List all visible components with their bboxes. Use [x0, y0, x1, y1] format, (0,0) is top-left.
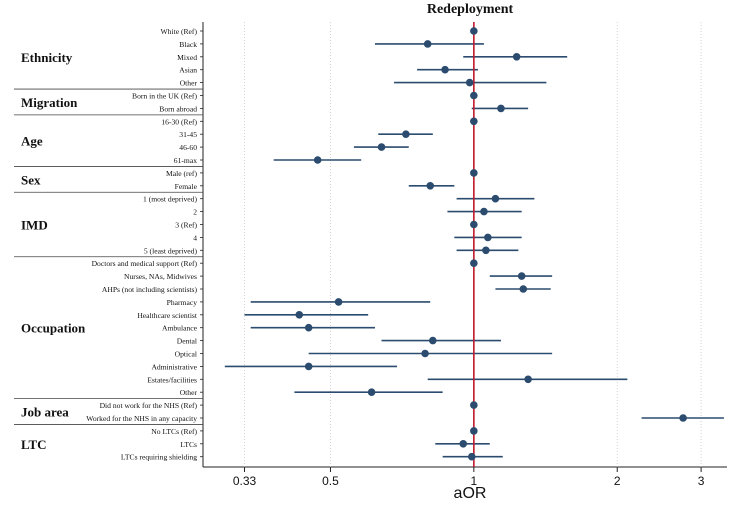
row-label: 46-60: [179, 143, 197, 152]
point-estimate: [470, 117, 478, 126]
row-label: Doctors and medical support (Ref): [92, 259, 198, 268]
point-estimate: [421, 349, 429, 358]
group-label: IMD: [21, 218, 48, 233]
point-estimate: [377, 143, 386, 151]
row-label: Born in the UK (Ref): [132, 92, 197, 101]
point-estimate: [482, 246, 490, 255]
row-label: Dental: [177, 337, 197, 346]
row-label: Mixed: [177, 53, 197, 62]
x-tick-label: 1: [471, 474, 478, 488]
point-estimate: [470, 27, 478, 35]
row-label: 2: [193, 208, 197, 217]
point-estimate: [470, 169, 478, 177]
row-label: Did not work for the NHS (Ref): [100, 401, 198, 410]
chart-title: Redeployment: [427, 2, 514, 17]
row-label: LTCs: [180, 440, 197, 449]
row-label: Asian: [179, 66, 197, 75]
group-label: Ethnicity: [21, 50, 73, 65]
x-tick-label: 3: [698, 474, 705, 488]
point-estimate: [459, 440, 468, 448]
point-estimate: [679, 414, 687, 422]
point-estimate: [295, 311, 304, 319]
point-estimate: [470, 427, 478, 435]
row-label: Administrative: [151, 362, 197, 371]
row-label: Worked for the NHS in any capacity: [86, 414, 197, 423]
row-label: Pharmacy: [167, 298, 198, 307]
point-estimate: [334, 298, 343, 306]
group-label: Age: [21, 134, 43, 149]
row-label: 5 (least deprived): [144, 246, 198, 255]
row-label: No LTCs (Ref): [151, 427, 197, 436]
point-estimate: [470, 220, 478, 229]
point-estimate: [470, 401, 478, 409]
point-estimate: [402, 130, 410, 138]
row-label: Other: [180, 388, 198, 397]
point-estimate: [491, 194, 500, 203]
group-label: Job area: [21, 405, 69, 420]
row-label: Born abroad: [159, 104, 197, 113]
x-axis-label: aOR: [454, 485, 487, 502]
point-estimate: [428, 336, 437, 345]
group-label: Migration: [21, 95, 78, 110]
row-label: AHPs (not including scientists): [102, 285, 198, 294]
point-estimate: [367, 388, 376, 397]
point-estimate: [423, 40, 432, 48]
point-estimate: [304, 362, 313, 371]
row-label: Optical: [175, 350, 197, 359]
group-label: LTC: [21, 437, 47, 452]
group-label: Occupation: [21, 321, 86, 336]
row-label: Estates/facilities: [147, 375, 197, 384]
point-estimate: [470, 259, 478, 268]
row-label: 3 (Ref): [175, 221, 197, 230]
point-estimate: [470, 91, 478, 100]
row-label: Ambulance: [162, 324, 198, 333]
row-label: 1 (most deprived): [143, 195, 197, 204]
row-label: Black: [179, 40, 197, 49]
point-estimate: [313, 156, 322, 164]
point-estimate: [512, 53, 521, 61]
row-label: 4: [193, 233, 197, 242]
point-estimate: [304, 323, 313, 332]
point-estimate: [517, 272, 526, 280]
group-label: Sex: [21, 172, 41, 187]
row-label: LTCs requiring shielding: [121, 453, 197, 462]
point-estimate: [426, 182, 435, 190]
x-tick-label: 0.5: [322, 474, 339, 488]
point-estimate: [465, 78, 474, 87]
row-label: White (Ref): [161, 27, 198, 36]
point-estimate: [467, 452, 476, 461]
point-estimate: [484, 233, 492, 242]
row-label: 16-30 (Ref): [161, 117, 197, 126]
row-label: Female: [175, 182, 198, 191]
row-label: 31-45: [179, 130, 197, 139]
point-estimate: [519, 285, 528, 293]
row-label: Other: [180, 79, 198, 88]
row-label: Healthcare scientist: [137, 311, 198, 320]
x-tick-label: 0.33: [233, 474, 257, 488]
row-label: Nurses, NAs, Midwives: [124, 272, 197, 281]
row-label: Male (ref): [166, 169, 197, 178]
point-estimate: [480, 207, 488, 216]
point-estimate: [497, 104, 505, 113]
point-estimate: [524, 375, 532, 384]
x-tick-label: 2: [614, 474, 621, 488]
point-estimate: [441, 65, 449, 74]
row-label: 61-max: [174, 156, 197, 165]
